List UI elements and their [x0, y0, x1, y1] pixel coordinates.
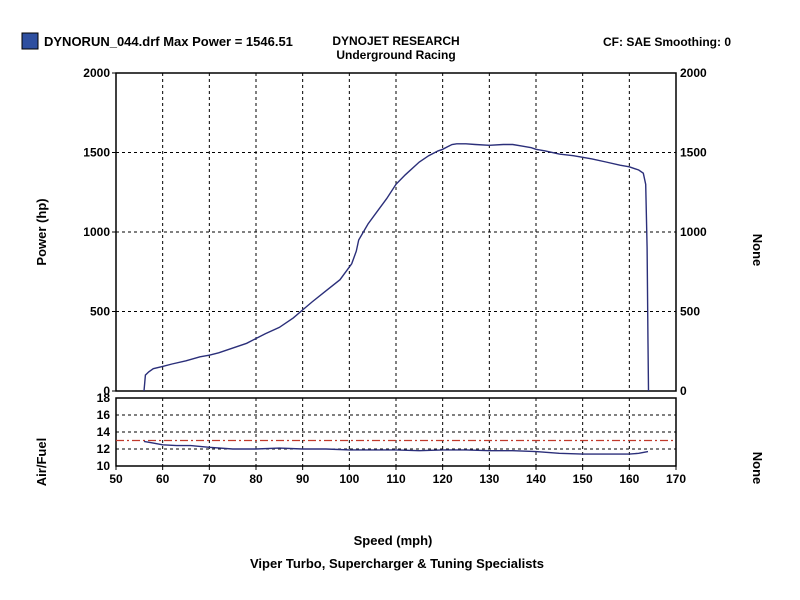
afr-curve [143, 440, 649, 455]
afr-y-tick-label: 12 [97, 442, 111, 456]
x-tick-label: 50 [109, 472, 123, 486]
power-y-tick-label: 1500 [83, 146, 110, 160]
power-y2-tick-label: 1000 [680, 225, 707, 239]
x-axis-label: Speed (mph) [354, 533, 433, 548]
x-tick-label: 60 [156, 472, 170, 486]
file-label: DYNORUN_044.drf Max Power = 1546.51 [44, 34, 293, 49]
power-y-tick-label: 500 [90, 305, 110, 319]
power-y2-axis-label: None [750, 234, 765, 267]
afr-y-tick-label: 16 [97, 408, 111, 422]
x-tick-label: 140 [526, 472, 546, 486]
power-y2-tick-label: 500 [680, 305, 700, 319]
x-tick-label: 100 [339, 472, 359, 486]
x-tick-label: 90 [296, 472, 310, 486]
power-y-ticks: 0 500 1000 1500 2000 [83, 66, 116, 398]
brand-subtitle: Underground Racing [336, 48, 455, 62]
x-tick-label: 160 [619, 472, 639, 486]
power-curve [143, 143, 650, 392]
afr-axis-label: Air/Fuel [34, 438, 49, 486]
power-y-tick-label: 1000 [83, 225, 110, 239]
power-y-tick-label: 2000 [83, 66, 110, 80]
power-y2-ticks: 0 500 1000 1500 2000 [680, 66, 707, 398]
power-y-tick-label: 0 [103, 384, 110, 398]
afr-y-tick-label: 14 [97, 425, 111, 439]
x-tick-label: 130 [479, 472, 499, 486]
brand-title: DYNOJET RESEARCH [332, 34, 459, 48]
x-ticks: 50 60 70 80 90 100 110 120 130 140 150 160 170 [109, 466, 686, 486]
x-tick-label: 120 [433, 472, 453, 486]
afr-y-tick-label: 18 [97, 391, 111, 405]
cf-smoothing-label: CF: SAE Smoothing: 0 [603, 35, 731, 49]
power-gridlines [116, 73, 676, 391]
legend-swatch [21, 32, 39, 50]
power-y2-tick-label: 1500 [680, 146, 707, 160]
power-y2-tick-label: 2000 [680, 66, 707, 80]
power-axis-label: Power (hp) [34, 198, 49, 265]
x-tick-label: 150 [573, 472, 593, 486]
x-tick-label: 170 [666, 472, 686, 486]
afr-y2-axis-label: None [750, 452, 765, 485]
afr-y-ticks: 10 12 14 16 18 [97, 391, 111, 473]
x-tick-label: 80 [249, 472, 263, 486]
x-tick-label: 70 [203, 472, 217, 486]
x-tick-label: 110 [386, 472, 406, 486]
footer-caption: Viper Turbo, Supercharger & Tuning Speci… [250, 556, 544, 571]
afr-y-tick-label: 10 [97, 459, 111, 473]
power-y2-tick-label: 0 [680, 384, 687, 398]
